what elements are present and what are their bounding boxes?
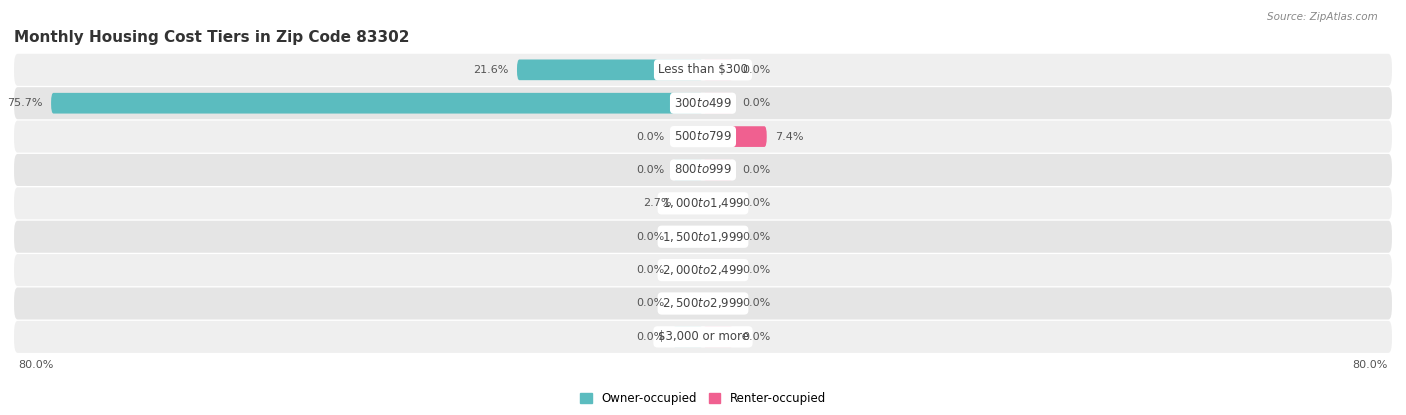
FancyBboxPatch shape (703, 160, 733, 180)
FancyBboxPatch shape (703, 327, 733, 347)
Text: 0.0%: 0.0% (742, 232, 770, 242)
FancyBboxPatch shape (673, 293, 703, 314)
FancyBboxPatch shape (703, 227, 733, 247)
Text: 0.0%: 0.0% (636, 298, 664, 308)
FancyBboxPatch shape (703, 126, 766, 147)
Text: 0.0%: 0.0% (742, 298, 770, 308)
Text: $2,500 to $2,999: $2,500 to $2,999 (662, 296, 744, 310)
FancyBboxPatch shape (14, 321, 1392, 353)
FancyBboxPatch shape (703, 59, 733, 80)
FancyBboxPatch shape (673, 227, 703, 247)
Text: 0.0%: 0.0% (636, 332, 664, 342)
FancyBboxPatch shape (14, 87, 1392, 119)
Text: 2.7%: 2.7% (643, 198, 671, 208)
Text: 75.7%: 75.7% (7, 98, 42, 108)
Text: 0.0%: 0.0% (636, 265, 664, 275)
Text: $1,000 to $1,499: $1,000 to $1,499 (662, 196, 744, 210)
Text: 21.6%: 21.6% (472, 65, 509, 75)
Text: $800 to $999: $800 to $999 (673, 164, 733, 176)
Text: 0.0%: 0.0% (636, 232, 664, 242)
FancyBboxPatch shape (14, 221, 1392, 253)
Text: $300 to $499: $300 to $499 (673, 97, 733, 110)
FancyBboxPatch shape (673, 126, 703, 147)
FancyBboxPatch shape (703, 193, 733, 214)
Text: 0.0%: 0.0% (742, 332, 770, 342)
FancyBboxPatch shape (51, 93, 703, 114)
Text: Less than $300: Less than $300 (658, 63, 748, 76)
FancyBboxPatch shape (14, 254, 1392, 286)
FancyBboxPatch shape (14, 187, 1392, 220)
Text: $2,000 to $2,499: $2,000 to $2,499 (662, 263, 744, 277)
Text: 80.0%: 80.0% (1353, 360, 1388, 370)
Text: 0.0%: 0.0% (742, 165, 770, 175)
Legend: Owner-occupied, Renter-occupied: Owner-occupied, Renter-occupied (575, 387, 831, 410)
FancyBboxPatch shape (673, 260, 703, 281)
FancyBboxPatch shape (14, 121, 1392, 153)
Text: 0.0%: 0.0% (742, 198, 770, 208)
Text: 0.0%: 0.0% (742, 265, 770, 275)
FancyBboxPatch shape (703, 93, 733, 114)
FancyBboxPatch shape (703, 293, 733, 314)
Text: 7.4%: 7.4% (775, 132, 804, 142)
Text: 0.0%: 0.0% (742, 98, 770, 108)
Text: 0.0%: 0.0% (636, 132, 664, 142)
Text: 0.0%: 0.0% (742, 65, 770, 75)
FancyBboxPatch shape (679, 193, 703, 214)
FancyBboxPatch shape (14, 154, 1392, 186)
Text: Source: ZipAtlas.com: Source: ZipAtlas.com (1267, 12, 1378, 22)
FancyBboxPatch shape (14, 54, 1392, 86)
FancyBboxPatch shape (14, 288, 1392, 320)
FancyBboxPatch shape (703, 260, 733, 281)
Text: $1,500 to $1,999: $1,500 to $1,999 (662, 230, 744, 244)
Text: 80.0%: 80.0% (18, 360, 53, 370)
Text: 0.0%: 0.0% (636, 165, 664, 175)
Text: $3,000 or more: $3,000 or more (658, 330, 748, 343)
FancyBboxPatch shape (673, 327, 703, 347)
FancyBboxPatch shape (517, 59, 703, 80)
Text: Monthly Housing Cost Tiers in Zip Code 83302: Monthly Housing Cost Tiers in Zip Code 8… (14, 30, 409, 45)
Text: $500 to $799: $500 to $799 (673, 130, 733, 143)
FancyBboxPatch shape (673, 160, 703, 180)
